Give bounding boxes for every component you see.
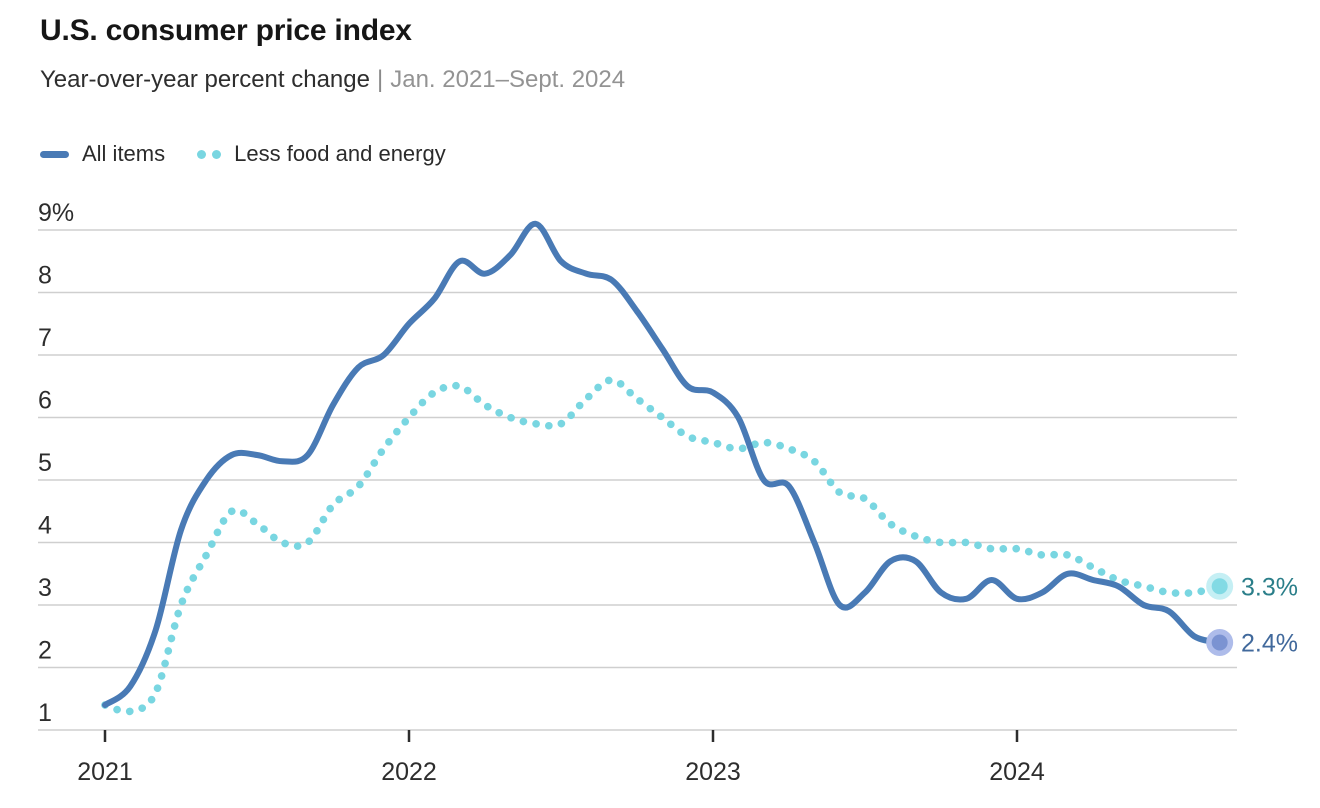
y-axis-label-7: 7 [38, 324, 52, 352]
chart-legend: All items Less food and energy [40, 141, 446, 167]
y-axis-label-4: 4 [38, 512, 52, 540]
x-axis-label-2021: 2021 [77, 758, 133, 786]
legend-item-all-items: All items [40, 141, 165, 167]
y-axis-label-9: 9% [38, 199, 74, 227]
all-items-end-marker [1211, 634, 1228, 651]
y-axis-label-3: 3 [38, 574, 52, 602]
legend-label-all-items: All items [82, 141, 166, 166]
x-axis-label-2022: 2022 [381, 758, 437, 786]
legend-label-less-food-and-energy: Less food and energy [234, 141, 446, 166]
chart-subtitle: Year-over-year percent change | Jan. 2021–… [40, 66, 625, 94]
chart-title: U.S. consumer price index [40, 14, 412, 47]
y-axis-label-6: 6 [38, 387, 52, 415]
all-items-end-value-label: 2.4% [1241, 630, 1298, 658]
subtitle-date-range: Jan. 2021–Sept. 2024 [390, 66, 626, 93]
less-food-and-energy-dots-swatch [197, 149, 222, 159]
x-axis-label-2024: 2024 [989, 758, 1045, 786]
less-food-and-energy-end-value-label: 3.3% [1241, 573, 1298, 601]
all-items-line [102, 220, 1223, 708]
all-items-line-swatch [40, 150, 69, 158]
y-axis-label-8: 8 [38, 262, 52, 290]
less-food-and-energy-line [101, 376, 1224, 716]
subtitle-separator: | [376, 66, 384, 93]
less-food-and-energy-end-marker [1211, 578, 1228, 595]
subtitle-measure: Year-over-year percent change [40, 66, 370, 93]
x-axis-label-2023: 2023 [685, 758, 741, 786]
y-axis-label-5: 5 [38, 449, 52, 477]
legend-item-less-food-and-energy: Less food and energy [197, 141, 446, 167]
y-axis-label-2: 2 [38, 637, 52, 665]
y-axis-label-1: 1 [38, 699, 52, 727]
